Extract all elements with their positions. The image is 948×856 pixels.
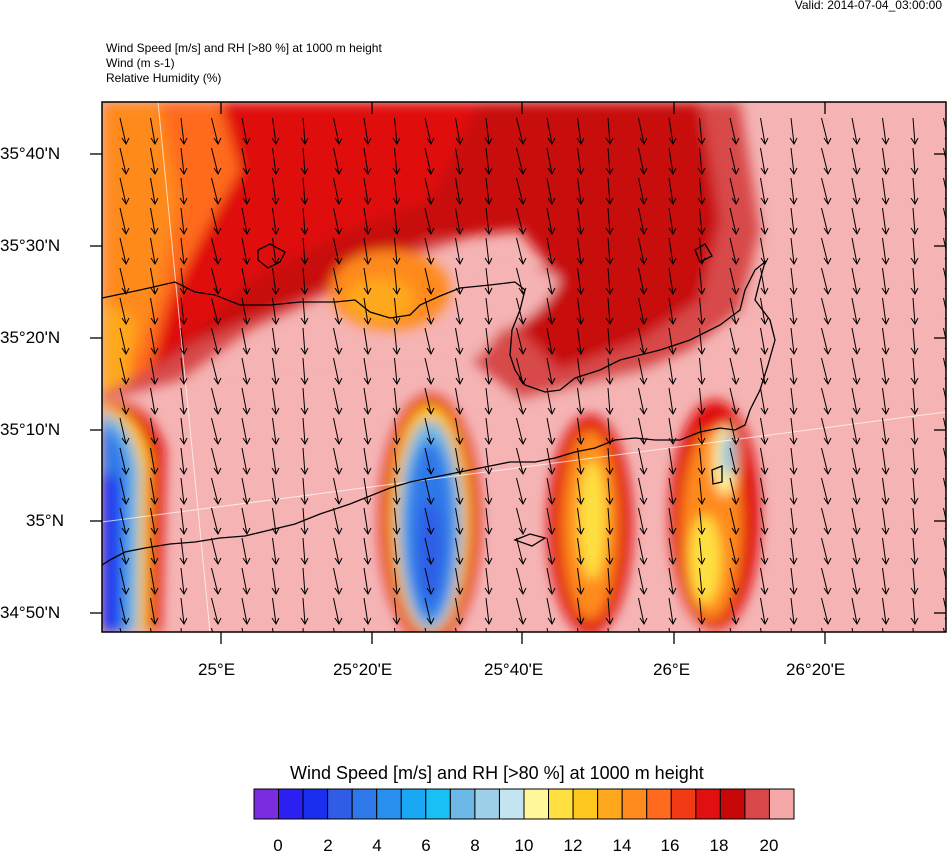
colorbar-label: 16 bbox=[650, 836, 690, 856]
colorbar-swatch bbox=[745, 789, 770, 819]
colorbar-label: 6 bbox=[406, 836, 446, 856]
colorbar-swatch bbox=[573, 789, 598, 819]
colorbar-label: 10 bbox=[504, 836, 544, 856]
lat-label: 35°40'N bbox=[0, 144, 60, 164]
colorbar-swatch bbox=[426, 789, 451, 819]
lon-label: 25°40'E bbox=[484, 660, 543, 680]
colorbar-swatch bbox=[279, 789, 304, 819]
lat-label: 34°50'N bbox=[0, 603, 60, 623]
lon-label: 25°E bbox=[198, 660, 235, 680]
colorbar-label: 8 bbox=[455, 836, 495, 856]
colorbar-swatch bbox=[696, 789, 721, 819]
colorbar-swatch bbox=[720, 789, 745, 819]
map-field bbox=[102, 102, 948, 654]
colorbar-swatch bbox=[377, 789, 402, 819]
colorbar-swatch bbox=[769, 789, 794, 819]
colorbar-swatch bbox=[549, 789, 574, 819]
colorbar-swatch bbox=[303, 789, 328, 819]
colorbar-swatch bbox=[598, 789, 623, 819]
colorbar-label: 18 bbox=[699, 836, 739, 856]
colorbar-label: 12 bbox=[553, 836, 593, 856]
colorbar-swatch bbox=[450, 789, 475, 819]
colorbar-label: 2 bbox=[308, 836, 348, 856]
colorbar-swatch bbox=[524, 789, 549, 819]
lat-label: 35°30'N bbox=[0, 236, 60, 256]
colorbar bbox=[253, 788, 795, 820]
lat-label: 35°20'N bbox=[0, 328, 60, 348]
lon-label: 26°20'E bbox=[786, 660, 845, 680]
lat-label: 35°N bbox=[26, 511, 64, 531]
colorbar-label: 4 bbox=[357, 836, 397, 856]
colorbar-label: 20 bbox=[749, 836, 789, 856]
colorbar-swatch bbox=[328, 789, 353, 819]
colorbar-title: Wind Speed [m/s] and RH [>80 %] at 1000 … bbox=[290, 763, 704, 784]
colorbar-swatch bbox=[622, 789, 647, 819]
colorbar-swatch bbox=[647, 789, 672, 819]
colorbar-swatch bbox=[401, 789, 426, 819]
colorbar-swatch bbox=[499, 789, 524, 819]
colorbar-swatch bbox=[475, 789, 500, 819]
lon-label: 25°20'E bbox=[333, 660, 392, 680]
lat-label: 35°10'N bbox=[0, 420, 60, 440]
colorbar-swatch bbox=[254, 789, 279, 819]
lon-label: 26°E bbox=[653, 660, 690, 680]
colorbar-label: 14 bbox=[602, 836, 642, 856]
colorbar-swatch bbox=[671, 789, 696, 819]
colorbar-swatch bbox=[352, 789, 377, 819]
colorbar-label: 0 bbox=[258, 836, 298, 856]
